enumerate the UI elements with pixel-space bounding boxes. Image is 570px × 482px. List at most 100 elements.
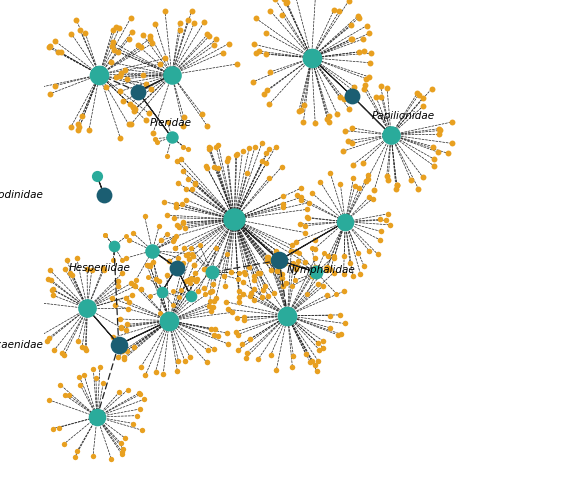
Point bbox=[145, 262, 154, 270]
Point bbox=[175, 19, 184, 27]
Point bbox=[319, 337, 328, 345]
Point bbox=[348, 161, 357, 169]
Point bbox=[314, 357, 323, 365]
Point bbox=[192, 276, 201, 283]
Point bbox=[48, 286, 57, 294]
Point bbox=[99, 379, 108, 387]
Point bbox=[48, 425, 58, 432]
Point bbox=[75, 123, 84, 131]
Point bbox=[120, 355, 129, 363]
Point bbox=[223, 155, 232, 162]
Point bbox=[109, 256, 118, 264]
Point bbox=[307, 357, 316, 365]
Point bbox=[340, 287, 349, 295]
Point bbox=[294, 257, 303, 265]
Point bbox=[119, 445, 128, 453]
Point bbox=[272, 268, 281, 275]
Point bbox=[207, 308, 216, 315]
Point bbox=[392, 185, 401, 193]
Point bbox=[82, 347, 91, 354]
Point bbox=[360, 48, 369, 55]
Point bbox=[277, 163, 286, 171]
Point bbox=[291, 266, 300, 273]
Point bbox=[91, 374, 100, 382]
Point bbox=[174, 293, 184, 300]
Point bbox=[66, 123, 75, 131]
Point bbox=[203, 270, 213, 278]
Point bbox=[231, 151, 241, 159]
Point bbox=[92, 172, 101, 180]
Point bbox=[435, 127, 445, 134]
Point bbox=[222, 158, 231, 165]
Point bbox=[291, 248, 300, 255]
Point bbox=[257, 293, 266, 301]
Point bbox=[73, 337, 82, 345]
Point bbox=[203, 30, 212, 38]
Point bbox=[197, 110, 206, 118]
Point bbox=[95, 71, 104, 79]
Point bbox=[348, 35, 357, 42]
Point bbox=[48, 291, 57, 299]
Point bbox=[434, 125, 443, 133]
Point bbox=[190, 19, 199, 27]
Point bbox=[200, 18, 209, 26]
Point bbox=[180, 357, 189, 365]
Text: Lycaenidae: Lycaenidae bbox=[0, 340, 44, 349]
Point bbox=[210, 41, 219, 49]
Point bbox=[194, 287, 203, 295]
Point bbox=[234, 275, 243, 283]
Point bbox=[249, 40, 258, 48]
Point bbox=[205, 32, 214, 40]
Point bbox=[209, 280, 218, 287]
Point bbox=[180, 225, 189, 232]
Point bbox=[214, 164, 223, 172]
Point bbox=[350, 83, 359, 91]
Point bbox=[74, 120, 83, 128]
Point bbox=[241, 270, 250, 278]
Point bbox=[204, 302, 213, 309]
Point bbox=[184, 175, 193, 183]
Point bbox=[54, 424, 63, 431]
Point bbox=[165, 257, 174, 265]
Point bbox=[251, 49, 260, 56]
Point bbox=[302, 290, 311, 298]
Point bbox=[262, 86, 271, 94]
Point bbox=[250, 272, 259, 280]
Point bbox=[291, 238, 300, 246]
Point bbox=[169, 261, 178, 268]
Point bbox=[84, 126, 93, 134]
Point bbox=[369, 187, 378, 194]
Point bbox=[222, 329, 231, 337]
Point bbox=[234, 346, 243, 354]
Point bbox=[127, 279, 136, 287]
Point bbox=[168, 238, 177, 245]
Point bbox=[383, 210, 392, 218]
Point bbox=[172, 232, 181, 240]
Point bbox=[183, 17, 192, 25]
Point bbox=[255, 269, 264, 277]
Point bbox=[200, 266, 209, 273]
Point bbox=[111, 73, 120, 80]
Point bbox=[180, 244, 189, 252]
Point bbox=[347, 22, 356, 29]
Point bbox=[302, 205, 311, 213]
Point bbox=[116, 87, 125, 95]
Point bbox=[114, 282, 123, 290]
Point bbox=[359, 159, 368, 167]
Point bbox=[45, 396, 54, 404]
Point bbox=[271, 247, 280, 254]
Point bbox=[292, 191, 302, 199]
Point bbox=[107, 58, 116, 66]
Point bbox=[44, 43, 54, 51]
Point bbox=[239, 313, 249, 321]
Point bbox=[234, 298, 243, 306]
Point bbox=[277, 270, 286, 278]
Point bbox=[418, 174, 428, 181]
Point bbox=[35, 299, 44, 307]
Point bbox=[139, 71, 148, 79]
Point bbox=[83, 265, 92, 272]
Point bbox=[266, 7, 275, 14]
Point bbox=[131, 105, 140, 112]
Point bbox=[447, 139, 457, 147]
Point bbox=[322, 291, 331, 299]
